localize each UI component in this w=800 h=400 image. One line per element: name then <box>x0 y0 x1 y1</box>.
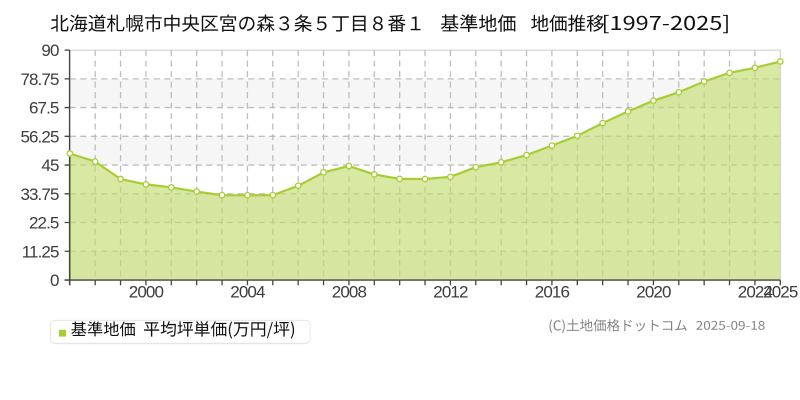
svg-text:2024: 2024 <box>738 282 773 301</box>
svg-text:2025: 2025 <box>763 282 798 301</box>
svg-text:11.25: 11.25 <box>22 242 59 261</box>
svg-text:2000: 2000 <box>129 282 164 301</box>
svg-text:22.5: 22.5 <box>29 214 59 233</box>
svg-text:2020: 2020 <box>636 282 671 301</box>
svg-text:33.75: 33.75 <box>20 185 58 204</box>
svg-text:2008: 2008 <box>332 282 367 301</box>
svg-text:2016: 2016 <box>535 282 570 301</box>
svg-text:90: 90 <box>41 41 59 60</box>
svg-text:78.75: 78.75 <box>20 70 58 89</box>
svg-text:67.5: 67.5 <box>29 99 59 118</box>
svg-text:2012: 2012 <box>433 282 468 301</box>
svg-text:0: 0 <box>50 271 59 290</box>
svg-text:2004: 2004 <box>230 282 265 301</box>
svg-text:45: 45 <box>41 156 59 175</box>
svg-text:56.25: 56.25 <box>20 127 58 146</box>
